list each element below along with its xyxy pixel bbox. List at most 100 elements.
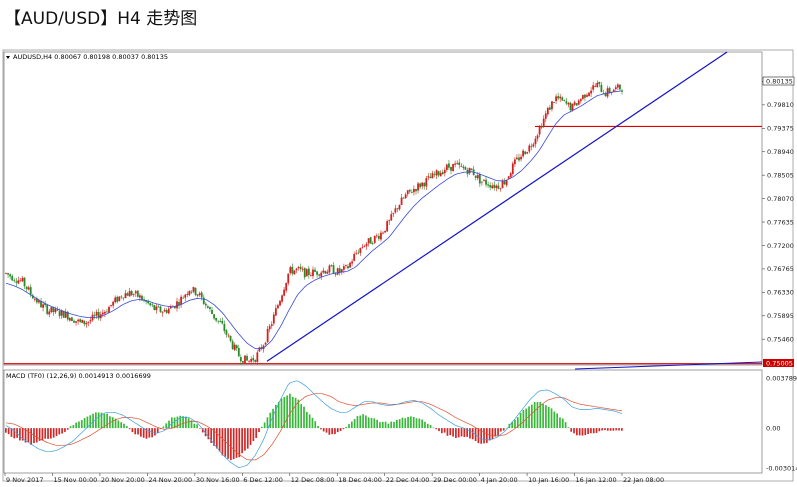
candle-body — [476, 175, 479, 179]
macd-histogram-bar — [564, 422, 567, 429]
macd-histogram-bar — [547, 406, 550, 429]
macd-histogram-bar — [463, 428, 466, 437]
candle-body — [116, 296, 119, 302]
macd-histogram-bar — [497, 428, 499, 436]
candle-body — [268, 326, 271, 330]
macd-histogram-bar — [13, 428, 16, 439]
macd-histogram-bar — [179, 415, 182, 429]
price-axis-tick: 0.78070 — [767, 195, 794, 203]
macd-histogram-bar — [615, 428, 618, 431]
macd-histogram-bar — [328, 428, 331, 435]
candle-body — [120, 296, 123, 298]
macd-histogram-bar — [407, 416, 409, 429]
macd-histogram-bar — [128, 428, 131, 430]
candle-body — [324, 270, 327, 274]
candle-body — [557, 96, 560, 99]
macd-histogram-bar — [395, 420, 398, 429]
macd-histogram-bar — [350, 421, 353, 429]
candle-body — [516, 157, 518, 160]
macd-histogram-bar — [573, 428, 575, 434]
macd-histogram-bar — [47, 428, 49, 439]
candle-body — [71, 317, 73, 321]
macd-histogram-bar — [381, 421, 384, 429]
macd-histogram-bar — [553, 411, 556, 429]
candle-body — [497, 185, 500, 189]
price-axis-tick: 0.76330 — [767, 289, 794, 297]
candle-body — [274, 308, 277, 316]
candle-body — [522, 150, 525, 157]
candle-body — [427, 176, 430, 178]
macd-histogram-bar — [494, 428, 497, 437]
macd-histogram-bar — [334, 428, 336, 435]
candle-body — [450, 166, 452, 171]
candle-body — [42, 304, 44, 308]
candle-body — [239, 357, 242, 362]
candle-body — [505, 179, 508, 186]
macd-histogram-bar — [601, 428, 604, 431]
candle-body — [213, 314, 215, 319]
candle-body — [474, 175, 477, 178]
candle-body — [291, 266, 294, 274]
macd-histogram-bar — [314, 421, 317, 429]
macd-histogram-bar — [64, 428, 66, 432]
macd-histogram-bar — [78, 421, 80, 429]
macd-histogram-bar — [41, 428, 44, 441]
candle-body — [596, 82, 599, 88]
candle-body — [581, 94, 584, 99]
candle-body — [452, 164, 454, 172]
macd-histogram-bar — [556, 413, 559, 429]
macd-histogram-bar — [359, 415, 362, 429]
macd-histogram-bar — [412, 417, 415, 429]
candle-body — [546, 107, 549, 115]
candle-body — [54, 308, 57, 313]
candle-body — [606, 88, 609, 97]
candle-body — [470, 168, 473, 171]
candle-body — [584, 94, 586, 98]
candle-body — [336, 268, 339, 275]
candle-body — [600, 84, 603, 93]
candle-body — [221, 321, 224, 324]
macd-histogram-bar — [387, 423, 390, 429]
candle-body — [390, 214, 393, 221]
time-axis-tick: 18 Dec 04:00 — [338, 476, 382, 484]
candle-body — [489, 185, 492, 188]
candle-body — [29, 287, 32, 295]
macd-histogram-bar — [260, 426, 263, 429]
macd-histogram-bar — [415, 418, 418, 429]
candle-body — [108, 306, 110, 313]
candle-body — [79, 319, 82, 322]
candle-body — [23, 277, 26, 287]
candle-body — [250, 359, 253, 362]
macd-histogram-bar — [578, 428, 581, 436]
candle-body — [464, 167, 467, 170]
macd-histogram-bar — [598, 428, 601, 432]
macd-histogram-bar — [5, 428, 7, 433]
macd-histogram-bar — [370, 418, 373, 429]
candle-body — [85, 322, 88, 325]
macd-histogram-bar — [545, 405, 547, 429]
candle-body — [192, 287, 195, 292]
current-price-label: 0.80135 — [766, 78, 793, 86]
candle-body — [614, 87, 617, 90]
candle-body — [445, 164, 448, 170]
macd-histogram-bar — [92, 413, 94, 429]
macd-histogram-bar — [83, 418, 86, 429]
candle-body — [66, 311, 69, 320]
candle-body — [112, 301, 115, 306]
candle-body — [328, 265, 331, 273]
macd-histogram-bar — [336, 428, 339, 433]
price-axis-tick: 0.79375 — [767, 125, 794, 133]
time-axis-tick: 4 Jan 20:00 — [481, 476, 518, 484]
dropdown-arrow-icon[interactable] — [6, 56, 10, 59]
candle-body — [340, 269, 343, 273]
page-title: 【AUD/USD】H4 走势图 — [4, 9, 198, 29]
candle-body — [567, 102, 570, 105]
macd-histogram-bar — [457, 428, 460, 438]
candle-body — [507, 176, 510, 179]
macd-histogram-bar — [148, 428, 151, 438]
candle-body — [588, 92, 590, 97]
candle-body — [408, 189, 411, 192]
macd-histogram-bar — [550, 408, 553, 429]
candle-body — [355, 252, 358, 254]
